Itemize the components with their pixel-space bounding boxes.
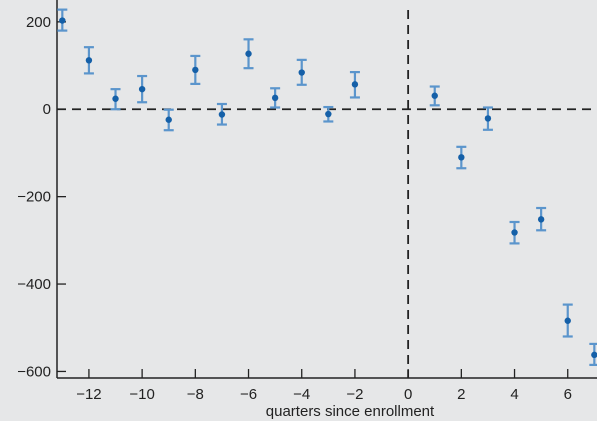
data-point — [298, 69, 305, 76]
x-tick-label: −4 — [293, 386, 310, 403]
x-axis-label: quarters since enrollment — [266, 403, 435, 420]
y-tick-label: −200 — [17, 189, 51, 206]
data-point — [564, 317, 571, 324]
x-tick-label: 2 — [457, 386, 465, 403]
x-tick-label: 6 — [564, 386, 572, 403]
x-tick-label: −6 — [240, 386, 257, 403]
y-tick-label: −400 — [17, 276, 51, 293]
data-point — [511, 229, 518, 236]
data-point — [59, 17, 66, 24]
data-point — [458, 154, 465, 161]
data-point — [85, 57, 93, 64]
data-point — [484, 115, 492, 122]
data-point — [537, 216, 545, 223]
data-point — [325, 110, 332, 118]
data-point — [591, 351, 597, 359]
data-point — [218, 111, 226, 118]
data-point — [245, 50, 252, 57]
data-point — [431, 92, 438, 99]
y-tick-label: −600 — [17, 363, 51, 380]
data-point — [271, 94, 279, 102]
data-point — [112, 95, 119, 102]
data-point — [192, 66, 199, 74]
x-tick-label: −10 — [129, 386, 154, 403]
x-tick-label: 4 — [510, 386, 518, 403]
x-tick-label: −8 — [187, 386, 204, 403]
y-tick-label: 0 — [43, 101, 51, 118]
x-tick-label: −12 — [76, 386, 101, 403]
data-point — [165, 116, 172, 123]
y-tick-label: 200 — [26, 14, 51, 31]
x-tick-label: −2 — [346, 386, 363, 403]
x-tick-label: 0 — [404, 386, 412, 403]
data-point — [351, 81, 359, 88]
plot-area: 200 0 −200 −400 −600 −12 −10 −8 −6 −4 −2 0 2 4 6 — [17, 0, 597, 403]
data-point — [138, 85, 146, 93]
